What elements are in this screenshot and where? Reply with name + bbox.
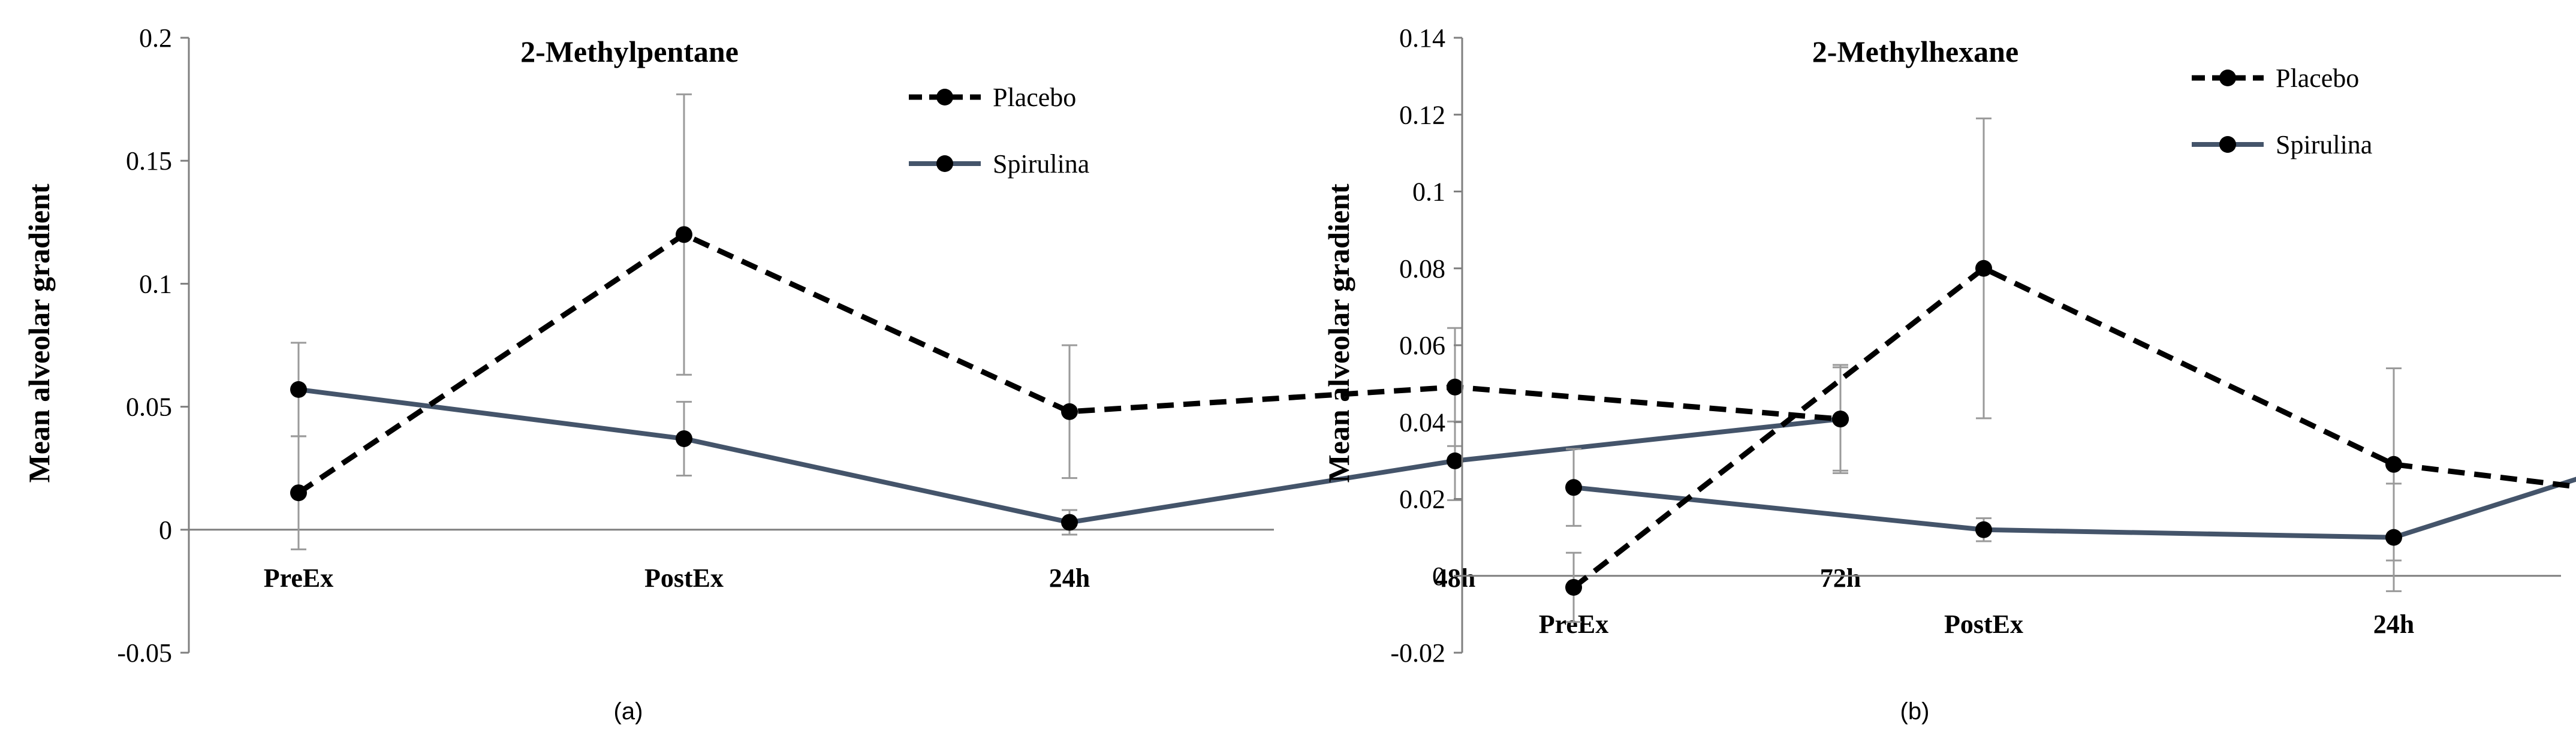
data-point-spirulina: [290, 381, 307, 398]
x-tick-label: PostEx: [644, 563, 724, 593]
y-axis-label: Mean alveolar gradient: [22, 183, 56, 482]
legend-marker-spirulina: [2219, 136, 2236, 153]
panel-caption: (a): [614, 698, 643, 725]
x-tick-label: 24h: [2373, 610, 2414, 639]
chart-panel-a: -0.05 0 0.05 0.1 0.15 0.2 PreEx PostEx 24h 48h 72h…: [22, 23, 1861, 725]
data-point-spirulina: [676, 430, 692, 447]
data-point-spirulina: [1975, 521, 1992, 538]
panel-caption: (b): [1900, 698, 1930, 725]
y-tick-label: 0.04: [1399, 408, 1445, 437]
legend-label-placebo: Placebo: [2276, 64, 2359, 93]
legend-label-placebo: Placebo: [993, 83, 1076, 112]
y-tick-label: 0.08: [1399, 254, 1445, 283]
data-point-placebo: [290, 484, 307, 502]
data-point-spirulina: [1565, 479, 1582, 496]
y-tick-label: 0: [1432, 562, 1445, 591]
y-tick-label: 0.1: [1412, 177, 1445, 207]
legend-marker-placebo: [2219, 70, 2236, 86]
data-point-placebo: [1565, 578, 1582, 596]
chart-title: 2-Methylhexane: [1812, 35, 2018, 68]
data-point-placebo: [1447, 378, 1463, 396]
y-tick-label: 0.06: [1399, 331, 1445, 360]
data-point-placebo: [2385, 456, 2402, 473]
legend-label-spirulina: Spirulina: [2276, 130, 2372, 159]
data-point-placebo: [1975, 260, 1992, 277]
legend-label-spirulina: Spirulina: [993, 149, 1089, 179]
y-tick-label: 0.1: [139, 269, 172, 298]
y-tick-label: 0.2: [139, 23, 172, 53]
series-line-placebo: [297, 231, 1841, 495]
data-point-placebo: [1061, 403, 1078, 420]
x-tick-label: 72h: [1820, 563, 1861, 593]
series-line-placebo: [1572, 266, 2576, 590]
y-axis-label: Mean alveolar gradient: [1322, 183, 1355, 482]
y-tick-label: 0.02: [1399, 485, 1445, 514]
legend-marker-placebo: [936, 89, 953, 105]
y-tick-label: 0.15: [126, 146, 172, 176]
y-tick-label: 0.05: [126, 393, 172, 422]
y-tick-label: 0.12: [1399, 100, 1445, 129]
y-tick-label: -0.05: [117, 638, 172, 668]
data-point-placebo: [676, 226, 692, 243]
chart-title: 2-Methylpentane: [520, 35, 739, 68]
x-tick-label: PreEx: [264, 563, 334, 593]
data-point-spirulina: [2385, 529, 2402, 546]
x-tick-label: 24h: [1049, 563, 1090, 593]
y-tick-label: -0.02: [1390, 638, 1445, 668]
y-tick-label: 0.14: [1399, 23, 1445, 53]
y-tick-label: 0: [159, 515, 172, 545]
data-point-spirulina: [1447, 452, 1463, 469]
x-tick-label: PostEx: [1944, 610, 2023, 639]
data-point-placebo: [1832, 411, 1849, 428]
legend-marker-spirulina: [936, 155, 953, 172]
x-tick-label: 48h: [1435, 563, 1475, 593]
data-point-spirulina: [1061, 514, 1078, 531]
